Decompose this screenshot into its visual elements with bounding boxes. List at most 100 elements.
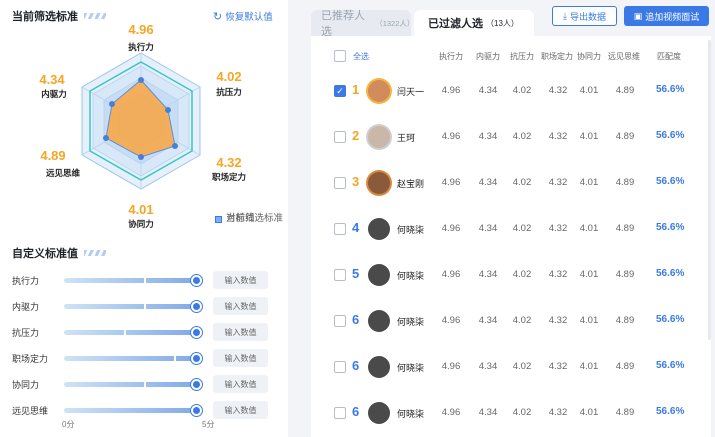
- rank-number: 2: [352, 128, 360, 143]
- candidate-name[interactable]: 赵宝刚: [397, 179, 425, 189]
- row-checkbox[interactable]: [334, 177, 346, 189]
- input-value-vision[interactable]: 输入数值: [213, 401, 268, 419]
- score-cell: 4.34: [478, 177, 498, 188]
- candidate-name[interactable]: 何晓柒: [397, 271, 425, 281]
- col-header: 远见思维: [608, 52, 640, 61]
- candidate-name[interactable]: 何晓柒: [397, 225, 425, 235]
- candidate-name[interactable]: 何晓柒: [397, 363, 425, 373]
- radar-chart: [81, 52, 201, 190]
- download-icon: ⤓: [563, 10, 567, 21]
- score-cell: 4.02: [512, 85, 532, 96]
- candidate-name[interactable]: 何晓柒: [397, 409, 425, 419]
- score-cell: 4.01: [579, 85, 599, 96]
- radar-value-stress: 4.02: [216, 69, 242, 84]
- score-cell: 4.34: [478, 223, 498, 234]
- add-video-interview-button[interactable]: ▣ 追加视频面试: [624, 6, 709, 26]
- score-cell: 4.89: [615, 131, 635, 142]
- select-all-checkbox[interactable]: [334, 50, 346, 62]
- row-checkbox[interactable]: [334, 131, 346, 143]
- slider-knob[interactable]: [191, 378, 202, 390]
- score-cell: 4.34: [478, 269, 498, 280]
- table-row[interactable]: 6 何晓柒 4.96 4.34 4.02 4.32 4.01 4.89 56.6%: [311, 390, 711, 436]
- radar-point: [138, 154, 144, 160]
- video-icon: ▣: [633, 10, 643, 21]
- slider-knob[interactable]: [191, 326, 202, 338]
- score-cell: 4.96: [441, 131, 461, 142]
- score-cell: 4.89: [615, 361, 635, 372]
- score-cell: 4.96: [441, 85, 461, 96]
- slider-row-vision: 远见思维: [12, 400, 272, 420]
- table-row[interactable]: 6 何晓柒 4.96 4.34 4.02 4.32 4.01 4.89 56.6%: [311, 298, 711, 344]
- row-checkbox[interactable]: ✓: [334, 85, 346, 97]
- slider-track[interactable]: [64, 404, 202, 416]
- slider-track[interactable]: [64, 352, 202, 364]
- select-all-label[interactable]: 全选: [353, 52, 369, 61]
- row-checkbox[interactable]: [334, 361, 346, 373]
- row-checkbox[interactable]: [334, 315, 346, 327]
- slider-knob[interactable]: [191, 274, 202, 286]
- avatar: [368, 264, 390, 286]
- radar-point: [109, 101, 115, 107]
- table-row[interactable]: 3 赵宝刚 4.96 4.34 4.02 4.32 4.01 4.89 56.6%: [311, 160, 711, 206]
- avatar: [368, 310, 390, 332]
- candidate-name[interactable]: 闫天一: [397, 87, 425, 97]
- score-cell: 4.34: [478, 361, 498, 372]
- radar-value-execution: 4.96: [128, 22, 154, 37]
- legend-current: 当前筛选标准: [215, 196, 615, 242]
- score-cell: 4.34: [478, 315, 498, 326]
- input-value-drive[interactable]: 输入数值: [213, 297, 268, 315]
- slider-axis-max: 5分: [202, 420, 215, 429]
- score-cell: 4.32: [548, 177, 568, 188]
- slider-row-drive: 内驱力: [12, 296, 272, 316]
- input-value-collab[interactable]: 输入数值: [213, 375, 268, 393]
- tab-recommended[interactable]: 已推荐人选 （1322人）: [311, 10, 414, 38]
- scrollbar[interactable]: [708, 40, 711, 340]
- score-cell: 4.01: [579, 361, 599, 372]
- radar-label-execution: 执行力: [128, 42, 154, 52]
- score-cell: 4.89: [615, 269, 635, 280]
- table-row[interactable]: 6 何晓柒 4.96 4.34 4.02 4.32 4.01 4.89 56.6%: [311, 344, 711, 390]
- radar-label-stress: 抗压力: [216, 87, 242, 97]
- radar-point: [138, 77, 144, 83]
- score-cell: 4.01: [579, 407, 599, 418]
- table-row[interactable]: 4 何晓柒 4.96 4.34 4.02 4.32 4.01 4.89 56.6%: [311, 206, 711, 252]
- input-value-stress[interactable]: 输入数值: [213, 323, 268, 341]
- slider-track[interactable]: [64, 378, 202, 390]
- score-cell: 4.32: [548, 223, 568, 234]
- export-data-button[interactable]: ⤓ 导出数据: [552, 6, 617, 26]
- score-cell: 4.89: [615, 85, 635, 96]
- rank-number: 1: [352, 82, 360, 97]
- score-cell: 4.96: [441, 269, 461, 280]
- match-score: 56.6%: [656, 176, 685, 187]
- candidate-name[interactable]: 王珂: [397, 133, 416, 143]
- input-value-execution[interactable]: 输入数值: [213, 271, 268, 289]
- slider-knob[interactable]: [191, 300, 202, 312]
- input-value-focus[interactable]: 输入数值: [213, 349, 268, 367]
- score-cell: 4.89: [615, 407, 635, 418]
- radar-label-drive: 内驱力: [41, 89, 67, 99]
- score-cell: 4.02: [512, 407, 532, 418]
- score-cell: 4.02: [512, 315, 532, 326]
- score-cell: 4.32: [548, 269, 568, 280]
- row-checkbox[interactable]: [334, 407, 346, 419]
- row-checkbox[interactable]: [334, 223, 346, 235]
- avatar: [368, 80, 390, 102]
- score-cell: 4.32: [548, 85, 568, 96]
- slider-track[interactable]: [64, 300, 202, 312]
- reset-default-button[interactable]: ↻ 恢复默认值: [213, 10, 273, 24]
- row-checkbox[interactable]: [334, 269, 346, 281]
- table-row[interactable]: ✓ 1 闫天一 4.96 4.34 4.02 4.32 4.01 4.89 56.6%: [311, 68, 711, 114]
- tab-filtered[interactable]: 已过滤人选 （13人）: [414, 10, 534, 36]
- candidate-name[interactable]: 何晓柒: [397, 317, 425, 327]
- col-header: 抗压力: [510, 52, 534, 61]
- table-row[interactable]: 5 何晓柒 4.96 4.34 4.02 4.32 4.01 4.89 56.6%: [311, 252, 711, 298]
- score-cell: 4.96: [441, 315, 461, 326]
- score-cell: 4.96: [441, 361, 461, 372]
- slider-knob[interactable]: [191, 352, 202, 364]
- radar-point: [103, 135, 109, 141]
- table-row[interactable]: 2 王珂 4.96 4.34 4.02 4.32 4.01 4.89 56.6%: [311, 114, 711, 160]
- slider-track[interactable]: [64, 326, 202, 338]
- slider-knob[interactable]: [191, 404, 202, 416]
- slider-track[interactable]: [64, 274, 202, 286]
- current-criteria-title: 当前筛选标准: [12, 8, 106, 24]
